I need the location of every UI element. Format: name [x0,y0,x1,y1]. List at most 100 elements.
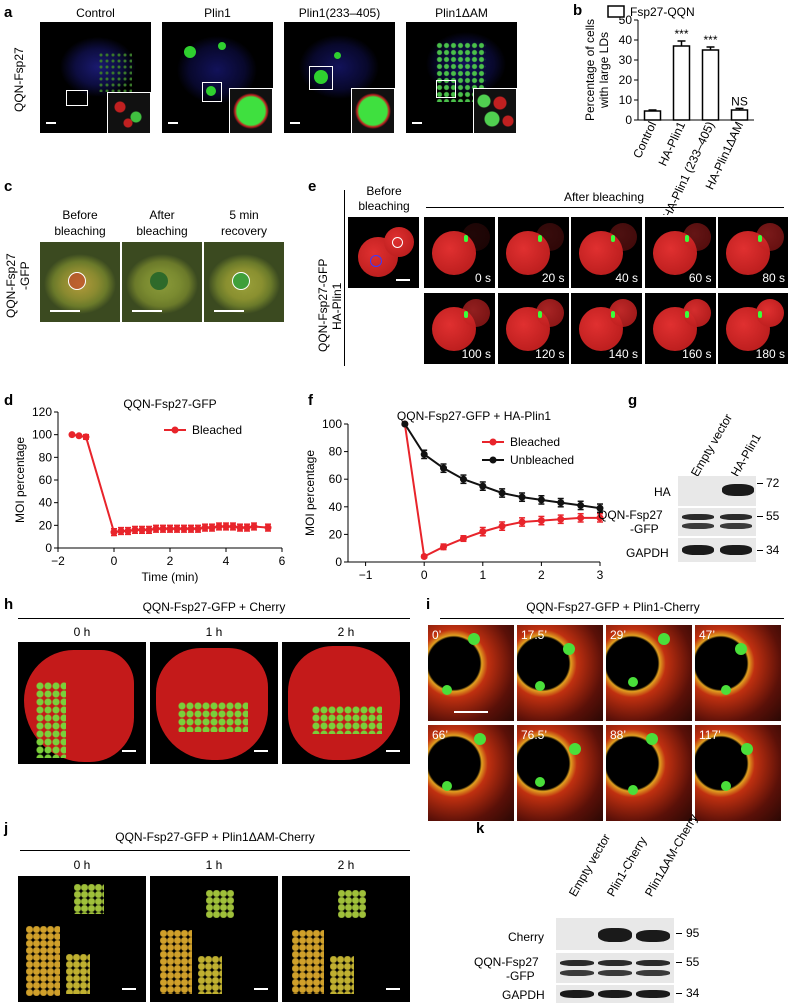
chart-f-ytick-label: 100 [322,417,342,431]
panel-a-label: a [4,4,13,21]
blot-k-row-qqn: QQN-Fsp27 [474,955,539,969]
chart-d-xtick-label: 0 [111,554,118,568]
chart-f-point [518,518,526,526]
chart-f-point [479,528,487,536]
chart-d-legend-label: Bleached [192,423,242,437]
micrograph-e-time-label: 60 s [688,271,712,285]
chart-d-point [180,525,188,533]
chart-b-annotation: NS [731,94,748,108]
chart-d-point [131,526,139,534]
chart-d-point [68,431,76,439]
micrograph-e-frame: 140 s [571,293,642,364]
chart-d-point [152,525,160,533]
chart-d-point [82,433,90,441]
panel-k-label: k [476,820,485,837]
chart-f-legend-label: Bleached [510,435,560,449]
blot-g-marker-34: 34 [766,543,780,557]
chart-d-point [208,524,216,532]
panel-c-row-label-2: -GFP [18,261,32,290]
micrograph-j-2h [282,876,410,1002]
chart-d-xtick-label: 4 [223,554,230,568]
chart-f-point [479,482,487,490]
panel-a-col-plin1: Plin1 [204,6,231,20]
chart-b-legend-swatch [607,5,625,18]
panel-j-time-1: 1 h [205,858,223,872]
chart-b-xtick-label: Control [630,119,659,160]
chart-f-point [537,517,545,525]
chart-d-point [264,524,272,532]
micrograph-i-frame: 17.5’ [517,625,603,721]
micrograph-e-frame: 20 s [497,217,569,288]
chart-d-point [145,526,153,534]
panel-e-row-label-2: HA-Plin1 [330,282,344,330]
chart-b-annotation: *** [674,27,688,41]
chart-d-point [110,528,118,536]
chart-b-ytick-label: 20 [619,73,633,87]
chart-b-ylabel: with large LDs [597,32,611,109]
panel-h-label: h [4,596,14,613]
panel-j-label: j [4,820,9,837]
chart-f-point [401,420,409,428]
blot-k-marker-95: 95 [686,926,700,940]
panel-i-label: i [426,596,431,613]
micrograph-i-time-label: 47’ [699,628,716,642]
panel-e-label: e [308,178,317,195]
blot-g-ha [678,476,756,506]
panel-a-col-plin1-233: Plin1(233–405) [298,6,381,20]
micrograph-i-time-label: 0’ [432,628,442,642]
micrograph-i-frame: 66’ [428,725,514,821]
chart-f-ytick-label: 40 [329,500,343,514]
chart-f-point [577,514,585,522]
chart-d-ytick-label: 80 [39,450,53,464]
micrograph-a-control [40,22,151,133]
micrograph-i-time-label: 29’ [610,628,627,642]
chart-f-point [420,450,428,458]
blot-g-qqn [678,508,756,536]
micrograph-i-frame: 117’ [695,725,781,821]
micrograph-e-time-label: 140 s [608,347,638,361]
micrograph-a-plin1 [162,22,273,133]
chart-d-xtick-label: 6 [279,554,286,568]
chart-d-ytick-label: 60 [39,473,53,487]
blot-k-cherry [556,918,674,950]
blot-g-gapdh [678,538,756,562]
micrograph-e-frame: 40 s [571,217,642,288]
panel-c-col-before-1: Before [62,208,98,222]
panel-b-label: b [573,2,583,19]
micrograph-e-frame: 80 s [718,217,788,288]
chart-d-point [201,524,209,532]
chart-f-ytick-label: 0 [335,555,342,569]
panel-j-time-0: 0 h [73,858,91,872]
chart-f-point [596,514,604,522]
chart-d-point [138,526,146,534]
micrograph-i-frame: 88’ [606,725,692,821]
chart-b-ytick-label: 10 [619,93,633,107]
micrograph-e-frame: 60 s [644,217,716,288]
micrograph-i-time-label: 66’ [432,728,449,742]
chart-f-xtick-label: −1 [359,568,373,582]
chart-f-point [518,493,526,501]
micrograph-e-frame: 180 s [718,293,788,364]
chart-f-ytick-label: 60 [329,472,343,486]
micrograph-i-frame: 29’ [606,625,692,721]
panel-j-title: QQN-Fsp27-GFP + Plin1ΔAM-Cherry [115,830,315,844]
micrograph-e-time-label: 120 s [535,347,565,361]
chart-f-point [557,515,565,523]
chart-d-point [222,522,230,530]
chart-d-point [194,525,202,533]
chart-f-point [440,543,448,551]
chart-d-series-line [71,433,269,534]
chart-d-ytick-label: 0 [45,541,52,555]
panel-c-col-after-2: bleaching [136,224,188,238]
micrograph-e-time-label: 20 s [541,271,565,285]
chart-b-ytick-label: 40 [619,33,633,47]
chart-b-bar [672,45,691,121]
chart-d-legend-marker [171,426,179,434]
micrograph-a-plin1-dam [406,22,517,133]
panel-g-label: g [628,392,638,409]
micrograph-i-time-label: 17.5’ [521,628,548,642]
micrograph-e-time-label: 180 s [755,347,785,361]
chart-b-bar [730,109,749,121]
micrograph-e-time-label: 0 s [474,271,491,285]
